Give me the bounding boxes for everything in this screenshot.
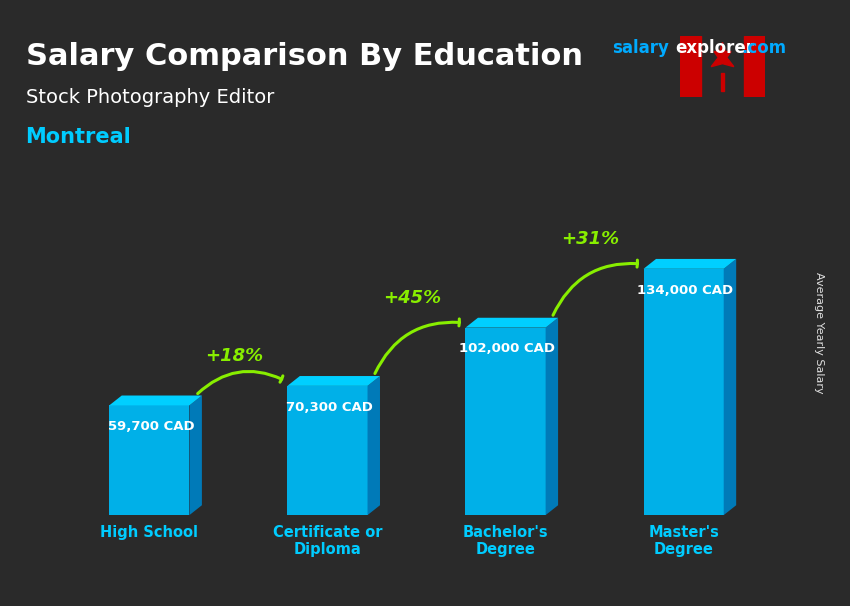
Polygon shape: [110, 396, 202, 405]
Text: Average Yearly Salary: Average Yearly Salary: [814, 273, 824, 394]
Polygon shape: [466, 318, 558, 328]
Polygon shape: [190, 396, 202, 515]
Polygon shape: [287, 376, 380, 386]
Bar: [680, 36, 701, 97]
Polygon shape: [287, 386, 367, 515]
Text: +45%: +45%: [383, 289, 441, 307]
Text: Stock Photography Editor: Stock Photography Editor: [26, 88, 274, 107]
Text: salary: salary: [612, 39, 669, 58]
Polygon shape: [466, 328, 546, 515]
Polygon shape: [643, 259, 736, 269]
Polygon shape: [723, 259, 736, 515]
Polygon shape: [367, 376, 380, 515]
Text: Montreal: Montreal: [26, 127, 131, 147]
Text: 134,000 CAD: 134,000 CAD: [638, 284, 734, 296]
Text: Salary Comparison By Education: Salary Comparison By Education: [26, 42, 582, 72]
Text: +31%: +31%: [562, 230, 620, 248]
Text: 70,300 CAD: 70,300 CAD: [286, 401, 372, 414]
Polygon shape: [643, 269, 723, 515]
Text: .com: .com: [741, 39, 786, 58]
Text: 102,000 CAD: 102,000 CAD: [459, 342, 555, 355]
Text: 59,700 CAD: 59,700 CAD: [108, 420, 195, 433]
Text: +18%: +18%: [206, 347, 264, 365]
Text: explorer: explorer: [676, 39, 755, 58]
Bar: [721, 73, 724, 91]
Bar: [744, 36, 765, 97]
Polygon shape: [711, 42, 734, 67]
Polygon shape: [110, 405, 190, 515]
Polygon shape: [546, 318, 558, 515]
